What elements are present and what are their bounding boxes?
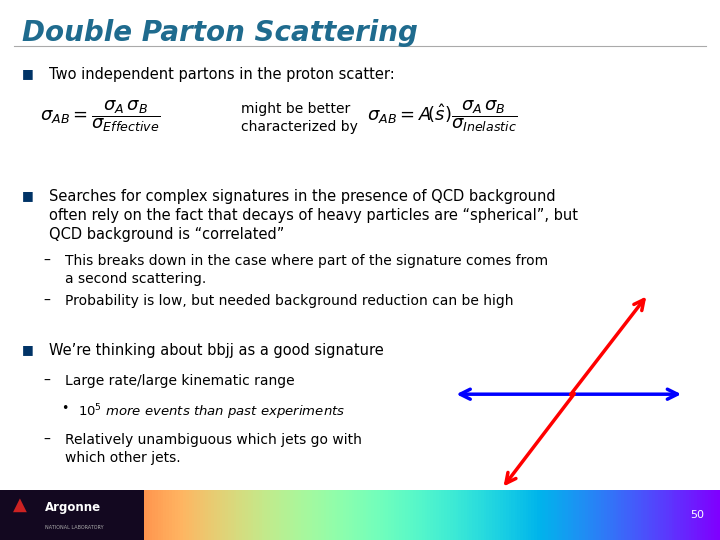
Text: $\sigma_{AB} = A\!\left(\hat{s}\right)\dfrac{\sigma_A\,\sigma_B}{\sigma_{\mathit: $\sigma_{AB} = A\!\left(\hat{s}\right)\d… [367, 98, 518, 134]
Text: Argonne: Argonne [45, 501, 101, 514]
Text: $10^5$ more events than past experiments: $10^5$ more events than past experiments [78, 402, 345, 422]
Text: –: – [43, 433, 50, 447]
Text: NATIONAL LABORATORY: NATIONAL LABORATORY [45, 525, 103, 530]
Text: Relatively unambiguous which jets go with
which other jets.: Relatively unambiguous which jets go wit… [65, 433, 361, 465]
Text: $\sigma_{AB} = \dfrac{\sigma_A\,\sigma_B}{\sigma_{\mathit{Effective}}}$: $\sigma_{AB} = \dfrac{\sigma_A\,\sigma_B… [40, 98, 160, 134]
Text: ■: ■ [22, 189, 33, 202]
Text: Double Parton Scattering: Double Parton Scattering [22, 19, 418, 47]
Text: –: – [43, 294, 50, 308]
Text: We’re thinking about bbjj as a good signature: We’re thinking about bbjj as a good sign… [49, 343, 384, 358]
Text: ■: ■ [22, 68, 33, 80]
Text: Probability is low, but needed background reduction can be high: Probability is low, but needed backgroun… [65, 294, 513, 308]
Text: This breaks down in the case where part of the signature comes from
a second sca: This breaks down in the case where part … [65, 254, 548, 286]
Text: 50: 50 [690, 510, 704, 520]
Text: ■: ■ [22, 343, 33, 356]
Text: Searches for complex signatures in the presence of QCD background
often rely on : Searches for complex signatures in the p… [49, 189, 578, 242]
Text: –: – [43, 254, 50, 268]
Text: •: • [61, 402, 68, 415]
Text: –: – [43, 374, 50, 388]
Text: ▲: ▲ [13, 495, 27, 514]
Text: might be better
characterized by: might be better characterized by [241, 102, 358, 134]
Text: Large rate/large kinematic range: Large rate/large kinematic range [65, 374, 294, 388]
Text: Two independent partons in the proton scatter:: Two independent partons in the proton sc… [49, 68, 395, 83]
Bar [0, 490, 144, 540]
